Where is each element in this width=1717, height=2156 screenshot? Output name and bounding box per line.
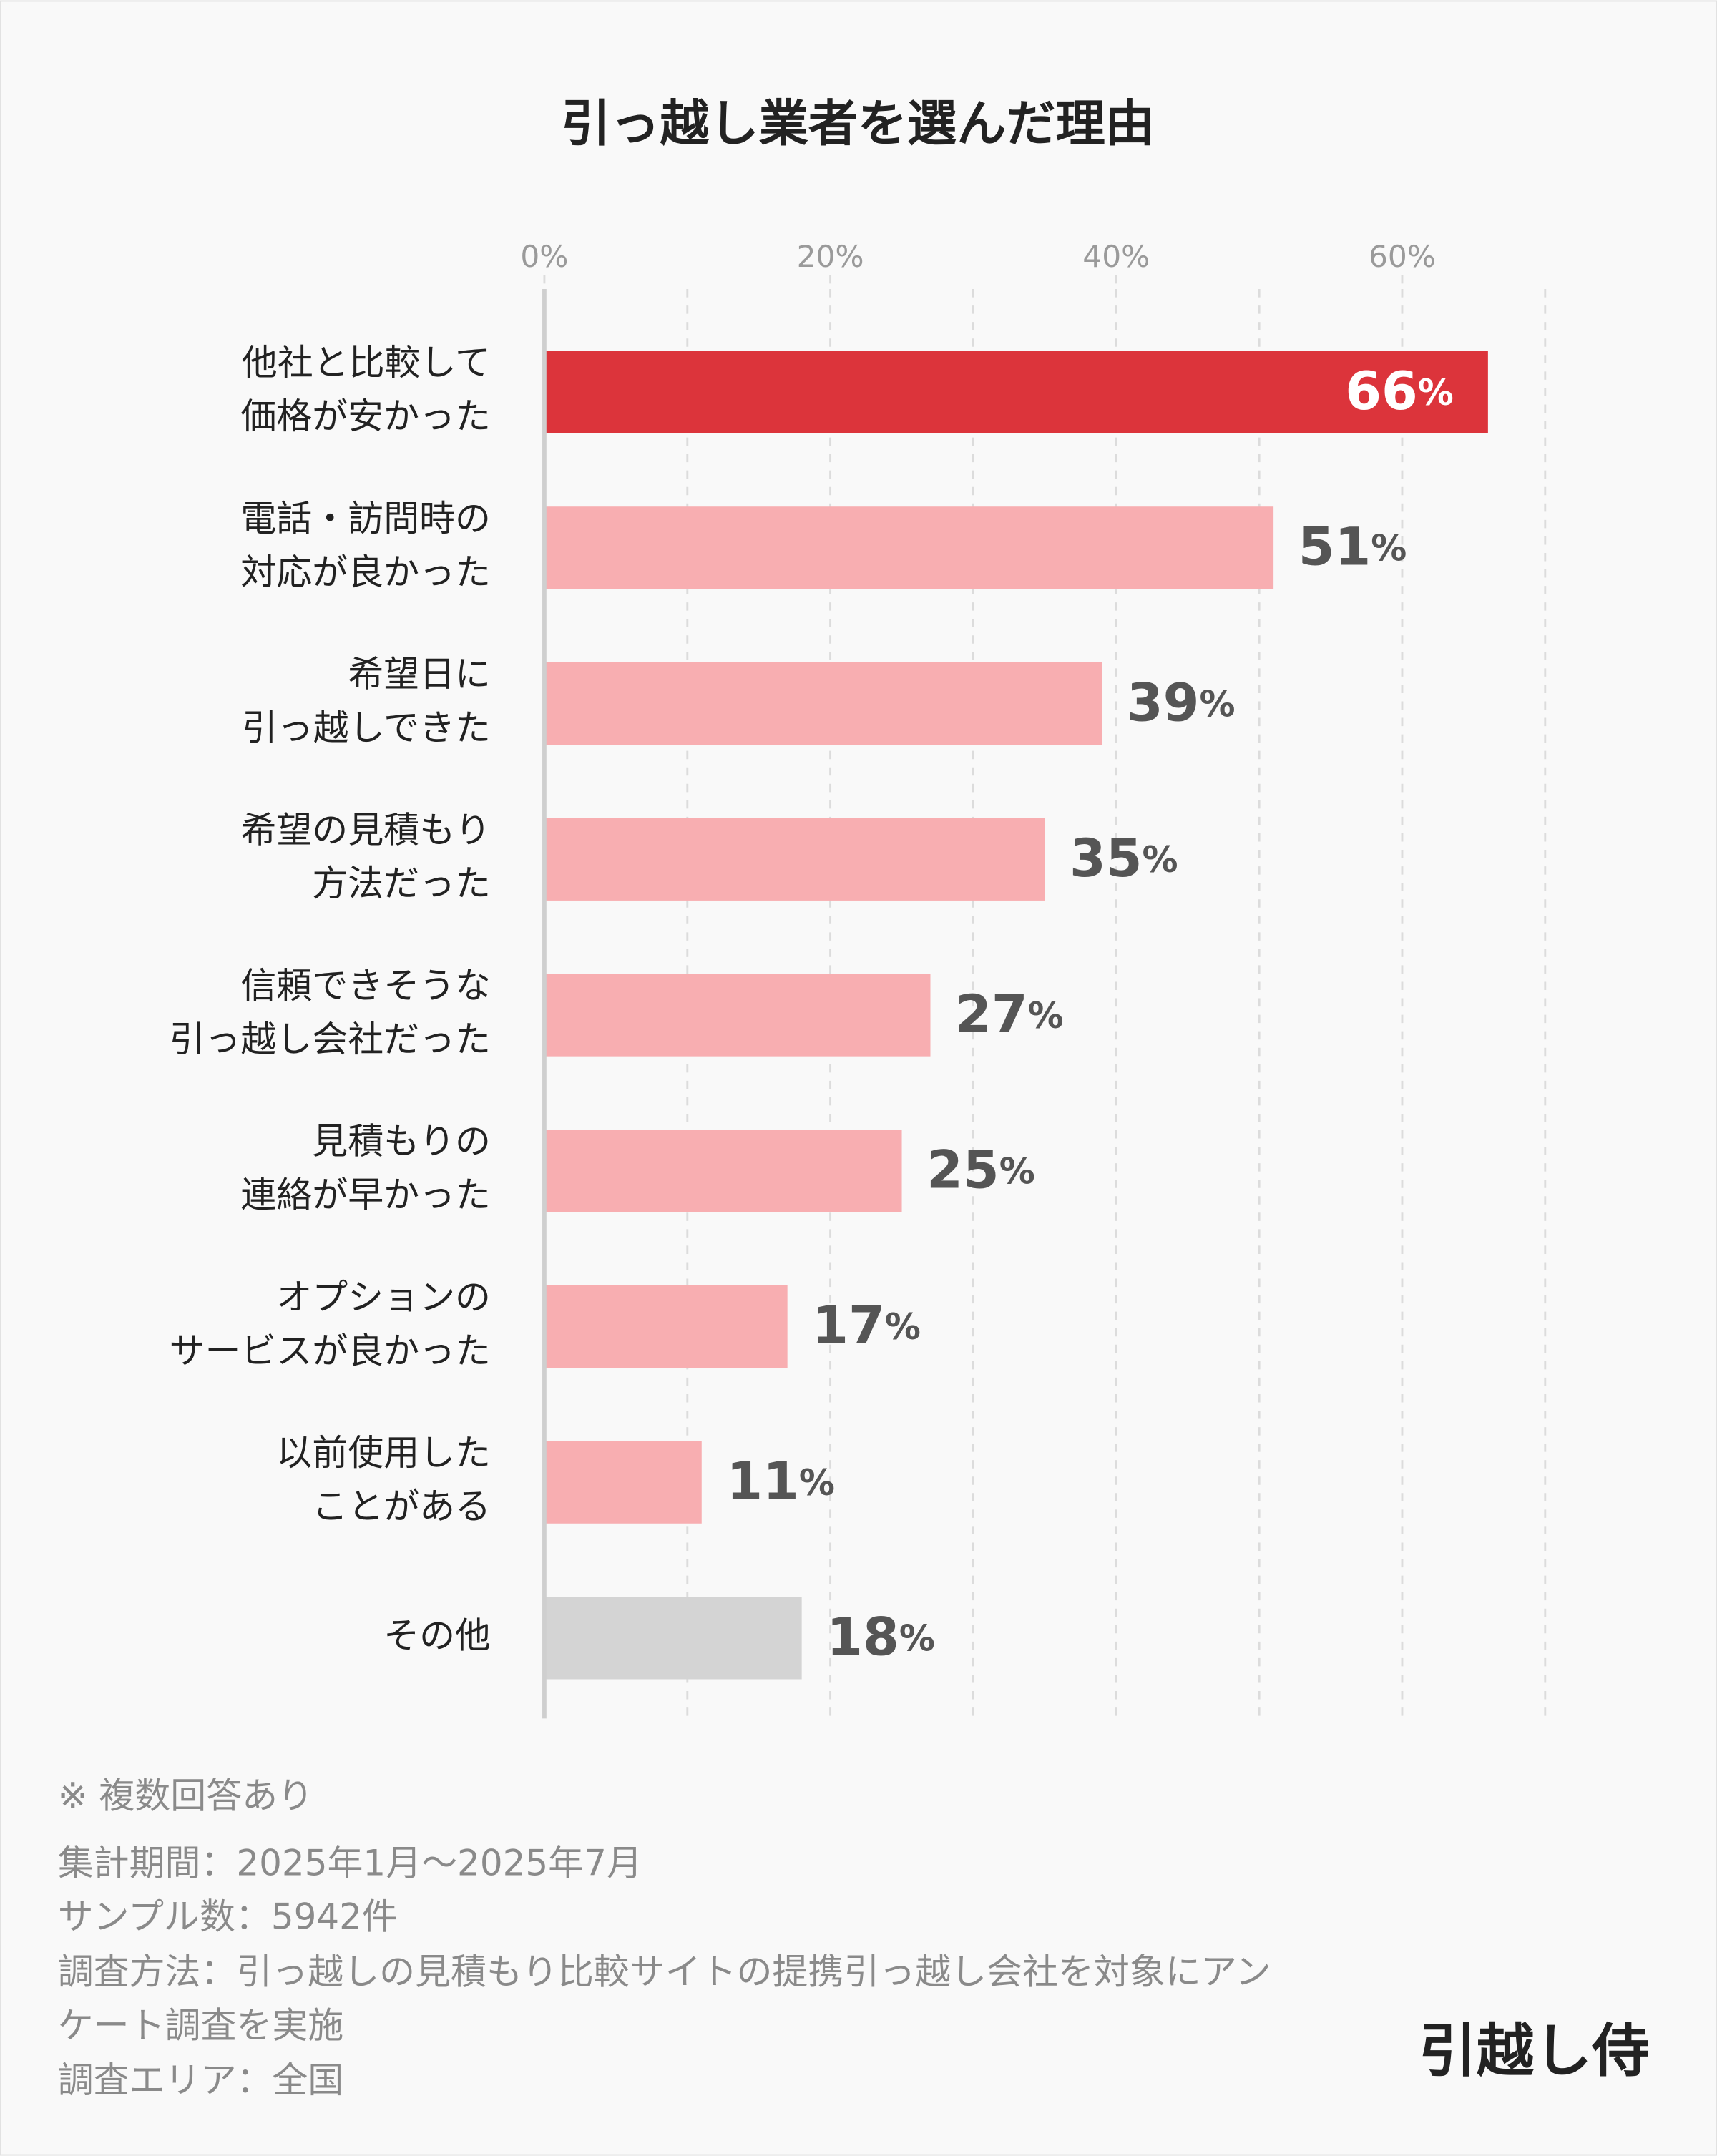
- y-tick-label: 見積もりの: [312, 1121, 491, 1162]
- bar: [544, 974, 931, 1057]
- y-tick-label: その他: [383, 1614, 491, 1656]
- y-tick-label: サービスが良かった: [170, 1330, 491, 1371]
- y-tick-label: 以前使用した: [276, 1432, 491, 1474]
- y-tick-label: オプションの: [276, 1276, 491, 1318]
- x-tick-label: 0%: [520, 239, 568, 274]
- chart-title: 引っ越し業者を選んだ理由: [561, 95, 1155, 152]
- footnote: 調査方法：引っ越しの見積もり比較サイトの提携引っ越し会社を対象にアン: [58, 1951, 1271, 1992]
- y-tick-label: 他社と比較して: [242, 342, 491, 383]
- value-label: 18%: [826, 1607, 935, 1668]
- bar: [544, 506, 1274, 589]
- y-tick-label: 価格が安かった: [240, 396, 491, 437]
- value-label: 35%: [1070, 828, 1178, 889]
- bar: [544, 1597, 802, 1680]
- y-tick-label: 希望の見積もり: [240, 809, 491, 851]
- y-tick-label: ことがある: [312, 1486, 491, 1527]
- bar: [544, 818, 1045, 901]
- value-label: 39%: [1127, 672, 1236, 733]
- y-tick-label: 電話・訪問時の: [240, 498, 491, 539]
- footnote: サンプル数：5942件: [58, 1896, 398, 1937]
- footnote: ※ 複数回答あり: [58, 1775, 313, 1816]
- bar: [544, 1130, 902, 1212]
- logo: 引越し侍: [1419, 2018, 1650, 2085]
- bar: [544, 1285, 788, 1368]
- y-tick-label: 対応が良かった: [240, 552, 491, 593]
- x-tick-label: 40%: [1082, 239, 1150, 274]
- footnote: ケート調査を実施: [58, 2004, 344, 2046]
- footnote: 調査エリア：全国: [58, 2059, 344, 2101]
- bar: [544, 662, 1102, 745]
- y-tick-label: 引っ越しできた: [242, 707, 491, 749]
- footnote: 集計期間：2025年1月～2025年7月: [58, 1843, 642, 1884]
- bar: [544, 1441, 702, 1524]
- bar: [544, 351, 1488, 433]
- y-tick-label: 方法だった: [312, 863, 491, 904]
- y-tick-label: 信頼できそうな: [240, 965, 491, 1006]
- value-label: 51%: [1298, 517, 1407, 578]
- y-tick-label: 引っ越し会社だった: [170, 1019, 491, 1060]
- value-label: 17%: [812, 1295, 921, 1356]
- value-label: 66%: [1345, 361, 1454, 422]
- y-tick-label: 連絡が早かった: [240, 1175, 491, 1216]
- x-tick-label: 60%: [1369, 239, 1436, 274]
- value-label: 25%: [926, 1140, 1035, 1201]
- y-tick-label: 希望日に: [348, 654, 491, 695]
- x-tick-label: 20%: [797, 239, 864, 274]
- value-label: 11%: [726, 1451, 835, 1512]
- value-label: 27%: [955, 984, 1064, 1045]
